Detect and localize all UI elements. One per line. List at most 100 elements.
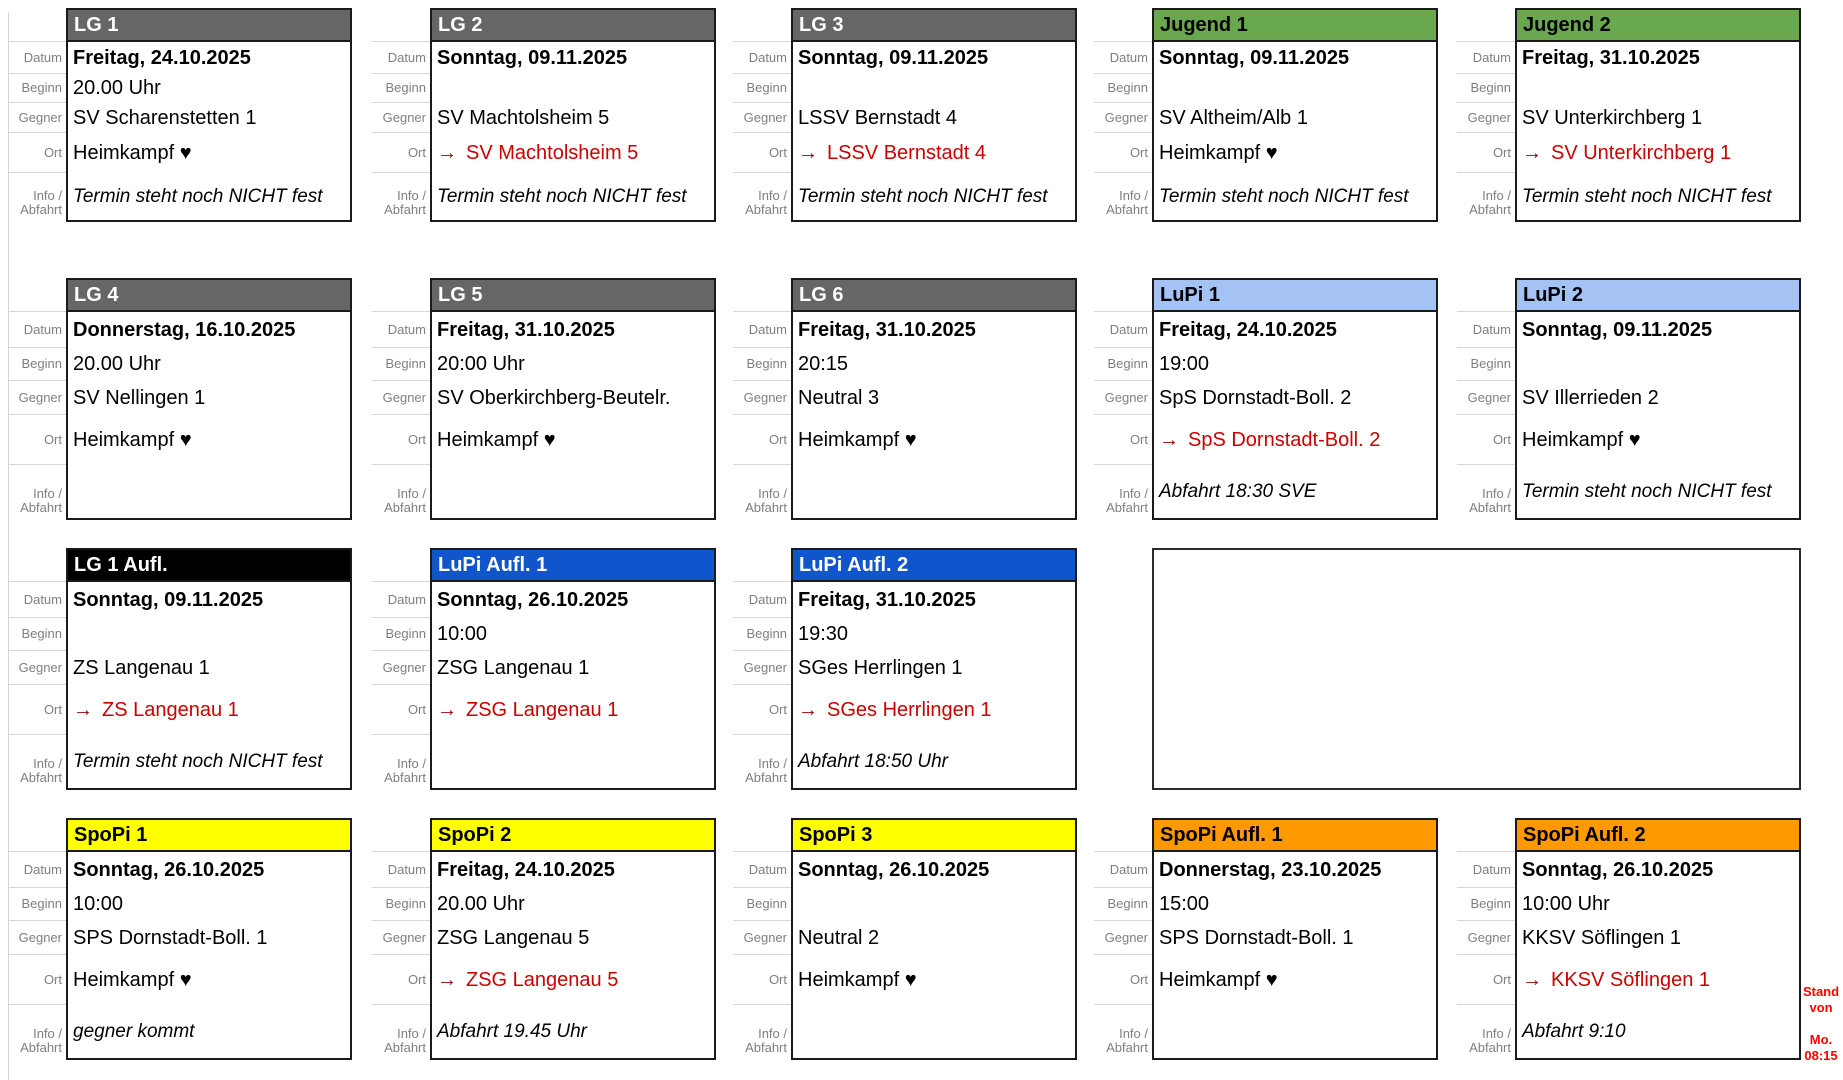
- field-label-info-line1: Info /: [397, 756, 426, 771]
- team-card-unit: Datum Beginn Gegner Ort Info / Abfahrt LG 5 Fre…: [364, 278, 716, 520]
- away-location-text: SV Machtolsheim 5: [466, 141, 639, 164]
- field-label-gegner: Gegner: [372, 381, 430, 415]
- team-card-unit: Datum Beginn Gegner Ort Info / Abfahrt LuPi Au…: [725, 548, 1077, 790]
- location-value: → ZSG Langenau 5: [432, 955, 714, 1005]
- field-label-info-text: Info / Abfahrt: [1106, 189, 1148, 217]
- field-label-datum: Datum: [1457, 42, 1515, 74]
- field-label-info-line1: Info /: [758, 1026, 787, 1041]
- team-card-unit: Datum Beginn Gegner Ort Info / Abfahrt Jugend …: [1086, 8, 1438, 222]
- info-value: Termin steht noch NICHT fest: [73, 750, 323, 772]
- opponent-value: ZS Langenau 1: [73, 656, 210, 679]
- field-label-info-line2: Abfahrt: [384, 770, 426, 785]
- field-label-beginn: Beginn: [733, 618, 791, 651]
- team-card-unit: Datum Beginn Gegner Ort Info / Abfahrt SpoPi 2…: [364, 818, 716, 1060]
- field-label-info-line1: Info /: [33, 1026, 62, 1041]
- field-label-info-text: Info / Abfahrt: [745, 189, 787, 217]
- away-arrow-icon: →: [798, 141, 818, 164]
- field-label-gegner: Gegner: [372, 921, 430, 955]
- time-value: 15:00: [1159, 893, 1210, 915]
- field-label-info-text: Info / Abfahrt: [20, 1027, 62, 1055]
- field-label-info-text: Info / Abfahrt: [20, 487, 62, 515]
- team-card: Jugend 1 Sonntag, 09.11.2025 SV Altheim/Al…: [1152, 8, 1438, 222]
- field-label-gutter: Datum Beginn Gegner Ort Info / Abfahrt: [0, 548, 66, 790]
- field-label-info-text: Info / Abfahrt: [384, 189, 426, 217]
- field-label-info-abfahrt: Info / Abfahrt: [733, 1005, 791, 1060]
- opponent-value: Neutral 3: [798, 386, 880, 409]
- gutter-header-spacer: [8, 278, 66, 312]
- field-label-gegner: Gegner: [1457, 381, 1515, 415]
- time-value: [1154, 74, 1436, 103]
- away-arrow-icon: →: [1522, 141, 1542, 164]
- field-label-datum: Datum: [372, 42, 430, 74]
- field-label-info-text: Info / Abfahrt: [745, 1027, 787, 1055]
- card-header: LG 6: [793, 280, 1075, 312]
- gutter-header-spacer: [1094, 8, 1152, 42]
- date-value: Freitag, 24.10.2025: [1159, 318, 1337, 341]
- date-value: Sonntag, 26.10.2025: [437, 588, 629, 611]
- field-label-beginn: Beginn: [372, 74, 430, 103]
- opponent-value: SGes Herrlingen 1: [798, 656, 963, 679]
- time-value: 20:15: [798, 353, 849, 375]
- team-card: SpoPi 3 Sonntag, 26.10.2025 Neutral 2 Heimk…: [791, 818, 1077, 1060]
- card-title: LG 1: [74, 13, 119, 36]
- location-value: → SpS Dornstadt-Boll. 2: [1154, 415, 1436, 465]
- team-card-unit: Datum Beginn Gegner Ort Info / Abfahrt Jugend …: [1449, 8, 1801, 222]
- away-location-text: SGes Herrlingen 1: [827, 698, 992, 721]
- away-location-text: LSSV Bernstadt 4: [827, 141, 986, 164]
- card-body: Donnerstag, 16.10.2025 20.00 Uhr SV Nellin…: [68, 312, 350, 518]
- field-label-gutter: Datum Beginn Gegner Ort Info / Abfahrt: [725, 278, 791, 520]
- card-header: LuPi Aufl. 1: [432, 550, 714, 582]
- field-label-info-text: Info / Abfahrt: [1106, 1027, 1148, 1055]
- gutter-header-spacer: [1457, 278, 1515, 312]
- field-label-info-line1: Info /: [758, 188, 787, 203]
- field-label-ort: Ort: [1094, 955, 1152, 1005]
- opponent-value: KKSV Söflingen 1: [1522, 926, 1681, 949]
- field-label-info-text: Info / Abfahrt: [20, 757, 62, 785]
- card-body: Freitag, 24.10.2025 20.00 Uhr ZSG Langenau…: [432, 852, 714, 1058]
- field-label-gegner: Gegner: [8, 103, 66, 133]
- info-value: Termin steht noch NICHT fest: [1159, 185, 1409, 207]
- date-value: Sonntag, 09.11.2025: [1159, 46, 1350, 69]
- field-label-datum: Datum: [8, 582, 66, 618]
- date-value: Donnerstag, 16.10.2025: [73, 318, 296, 341]
- team-card: LG 1 Freitag, 24.10.2025 20.00 Uhr SV Schar…: [66, 8, 352, 222]
- field-label-info-line2: Abfahrt: [1469, 202, 1511, 217]
- field-label-info-text: Info / Abfahrt: [384, 1027, 426, 1055]
- team-card-unit: Datum Beginn Gegner Ort Info / Abfahrt SpoPi 1…: [0, 818, 352, 1060]
- date-value: Freitag, 31.10.2025: [798, 588, 976, 611]
- opponent-value: LSSV Bernstadt 4: [798, 106, 957, 129]
- field-label-gegner: Gegner: [1457, 103, 1515, 133]
- time-value: 10:00: [437, 623, 488, 645]
- info-value: gegner kommt: [73, 1020, 195, 1042]
- field-label-gegner: Gegner: [1094, 381, 1152, 415]
- card-body: Sonntag, 26.10.2025 10:00 SPS Dornstadt-Bo…: [68, 852, 350, 1058]
- field-label-info-line1: Info /: [33, 486, 62, 501]
- field-label-info-line2: Abfahrt: [20, 500, 62, 515]
- field-label-gutter: Datum Beginn Gegner Ort Info / Abfahrt: [364, 8, 430, 222]
- field-label-datum: Datum: [8, 852, 66, 888]
- field-label-ort: Ort: [8, 685, 66, 735]
- gutter-header-spacer: [1094, 278, 1152, 312]
- field-label-datum: Datum: [1094, 852, 1152, 888]
- gutter-header-spacer: [372, 278, 430, 312]
- location-value: Heimkampf ♥: [1522, 428, 1641, 451]
- card-header: LG 1: [68, 10, 350, 42]
- time-value: 10:00: [73, 893, 124, 915]
- field-label-datum: Datum: [1094, 312, 1152, 348]
- team-card: SpoPi Aufl. 1 Donnerstag, 23.10.2025 15:00…: [1152, 818, 1438, 1060]
- info-value: Abfahrt 19.45 Uhr: [437, 1020, 587, 1042]
- field-label-info-line1: Info /: [1119, 188, 1148, 203]
- time-value: 19:30: [798, 623, 849, 645]
- gutter-header-spacer: [8, 818, 66, 852]
- field-label-gutter: Datum Beginn Gegner Ort Info / Abfahrt: [0, 8, 66, 222]
- opponent-value: SPS Dornstadt-Boll. 1: [73, 926, 268, 949]
- field-label-info-abfahrt: Info / Abfahrt: [1094, 1005, 1152, 1060]
- field-label-info-text: Info / Abfahrt: [1469, 487, 1511, 515]
- card-body: Freitag, 24.10.2025 20.00 Uhr SV Scharenst…: [68, 42, 350, 220]
- field-label-info-abfahrt: Info / Abfahrt: [1094, 173, 1152, 222]
- gutter-header-spacer: [733, 278, 791, 312]
- field-label-gutter: Datum Beginn Gegner Ort Info / Abfahrt: [364, 278, 430, 520]
- gutter-header-spacer: [1094, 818, 1152, 852]
- field-label-beginn: Beginn: [8, 888, 66, 921]
- location-value: Heimkampf ♥: [1159, 141, 1278, 164]
